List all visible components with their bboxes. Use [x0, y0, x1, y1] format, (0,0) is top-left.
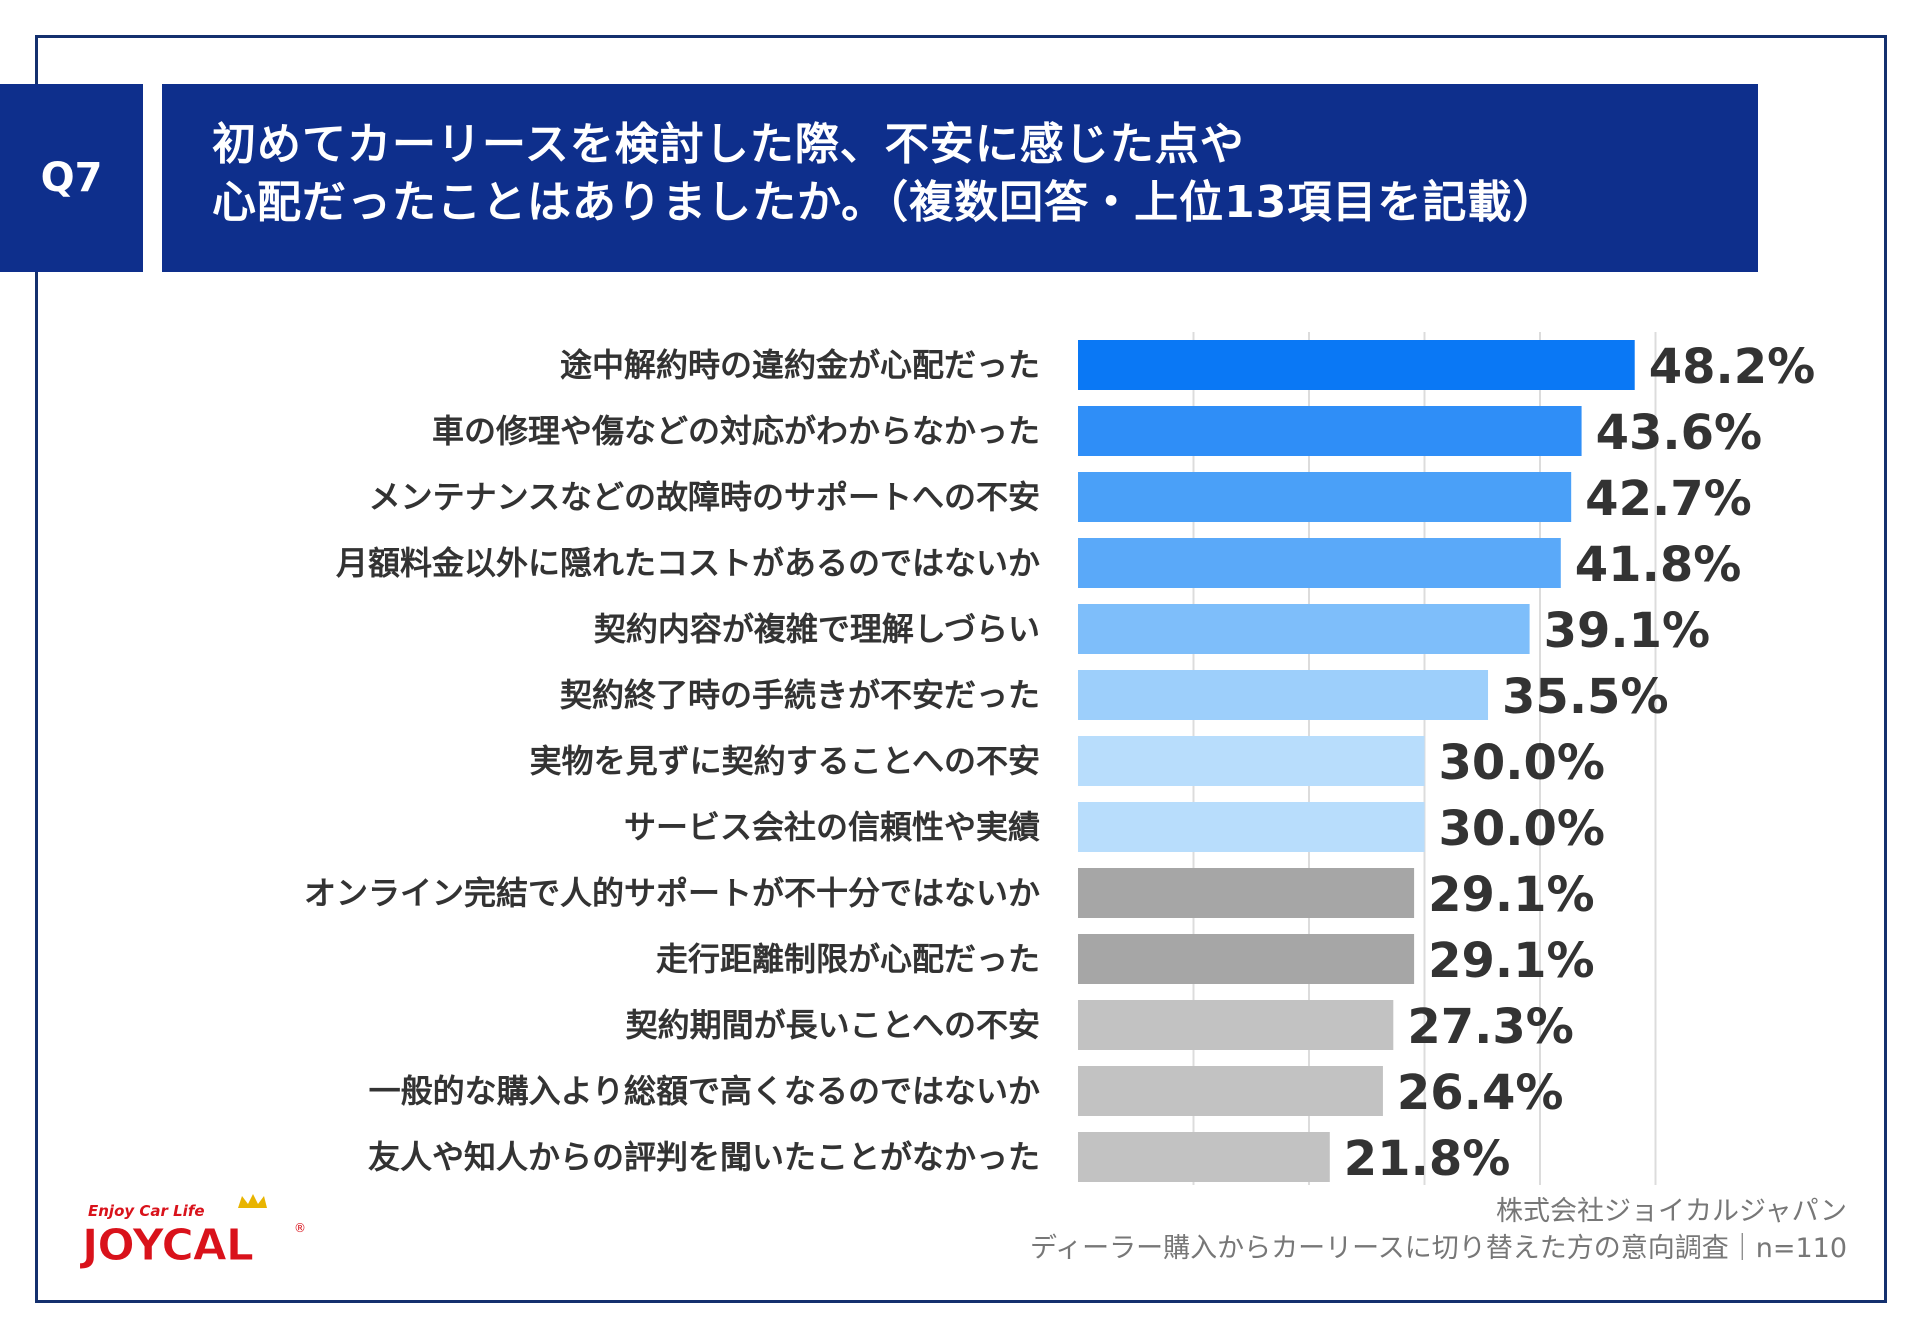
category-label-4: 月額料金以外に隠れたコストがあるのではないか	[336, 544, 1040, 582]
category-label-12: 一般的な購入より総額で高くなるのではないか	[369, 1072, 1040, 1110]
source-survey: ディーラー購入からカーリースに切り替えた方の意向調査｜n=110	[1029, 1233, 1847, 1264]
bar-11	[1078, 1000, 1394, 1050]
bar-9	[1078, 868, 1415, 918]
category-label-6: 契約終了時の手続きが不安だった	[560, 676, 1040, 714]
category-label-1: 途中解約時の違約金が心配だった	[560, 346, 1040, 384]
value-label-7: 30.0%	[1439, 735, 1606, 791]
question-title-line2: 心配だったことはありましたか。（複数回答・上位13項目を記載）	[212, 177, 1558, 228]
source-company: 株式会社ジョイカルジャパン	[1496, 1196, 1847, 1227]
value-label-3: 42.7%	[1585, 471, 1752, 527]
value-label-12: 26.4%	[1397, 1065, 1564, 1121]
category-label-13: 友人や知人からの評判を聞いたことがなかった	[368, 1138, 1040, 1176]
value-label-4: 41.8%	[1575, 537, 1742, 593]
category-label-11: 契約期間が長いことへの不安	[626, 1006, 1040, 1044]
bar-7	[1078, 736, 1425, 786]
question-title-box: 初めてカーリースを検討した際、不安に感じた点や 心配だったことはありましたか。（…	[162, 84, 1758, 272]
logo-name: JOYCAL	[80, 1220, 253, 1270]
category-label-9: オンライン完結で人的サポートが不十分ではないか	[304, 874, 1040, 912]
value-label-5: 39.1%	[1544, 603, 1711, 659]
bar-1	[1078, 340, 1635, 390]
value-label-11: 27.3%	[1407, 999, 1574, 1055]
question-number: Q7	[40, 155, 103, 201]
value-label-6: 35.5%	[1502, 669, 1669, 725]
bar-6	[1078, 670, 1489, 720]
crown-icon	[238, 1194, 267, 1208]
bar-5	[1078, 604, 1530, 654]
category-label-10: 走行距離制限が心配だった	[656, 940, 1040, 978]
bar-10	[1078, 934, 1415, 984]
question-title-line1: 初めてカーリースを検討した際、不安に感じた点や	[212, 119, 1245, 170]
value-label-9: 29.1%	[1428, 867, 1595, 923]
logo-registered-mark: ®	[294, 1221, 306, 1235]
logo-tagline: Enjoy Car Life	[88, 1202, 205, 1220]
bar-4	[1078, 538, 1561, 588]
bar-2	[1078, 406, 1582, 456]
bar-13	[1078, 1132, 1330, 1182]
category-label-3: メンテナンスなどの故障時のサポートへの不安	[369, 478, 1040, 516]
value-label-1: 48.2%	[1649, 339, 1816, 395]
category-label-8: サービス会社の信頼性や実績	[624, 808, 1040, 846]
question-number-badge: Q7	[0, 84, 143, 272]
category-label-7: 実物を見ずに契約することへの不安	[530, 742, 1040, 780]
value-label-2: 43.6%	[1596, 405, 1763, 461]
source-note: 株式会社ジョイカルジャパン ディーラー購入からカーリースに切り替えた方の意向調査…	[1030, 1193, 1847, 1267]
category-label-5: 契約内容が複雑で理解しづらい	[594, 610, 1040, 648]
bar-8	[1078, 802, 1425, 852]
joycal-logo: Enjoy Car Life JOYCAL ®	[80, 1194, 306, 1270]
category-label-2: 車の修理や傷などの対応がわからなかった	[432, 412, 1040, 450]
value-label-13: 21.8%	[1344, 1131, 1511, 1187]
bar-3	[1078, 472, 1572, 522]
chart-frame	[35, 35, 1887, 1303]
value-label-10: 29.1%	[1428, 933, 1595, 989]
value-label-8: 30.0%	[1439, 801, 1606, 857]
bar-12	[1078, 1066, 1383, 1116]
